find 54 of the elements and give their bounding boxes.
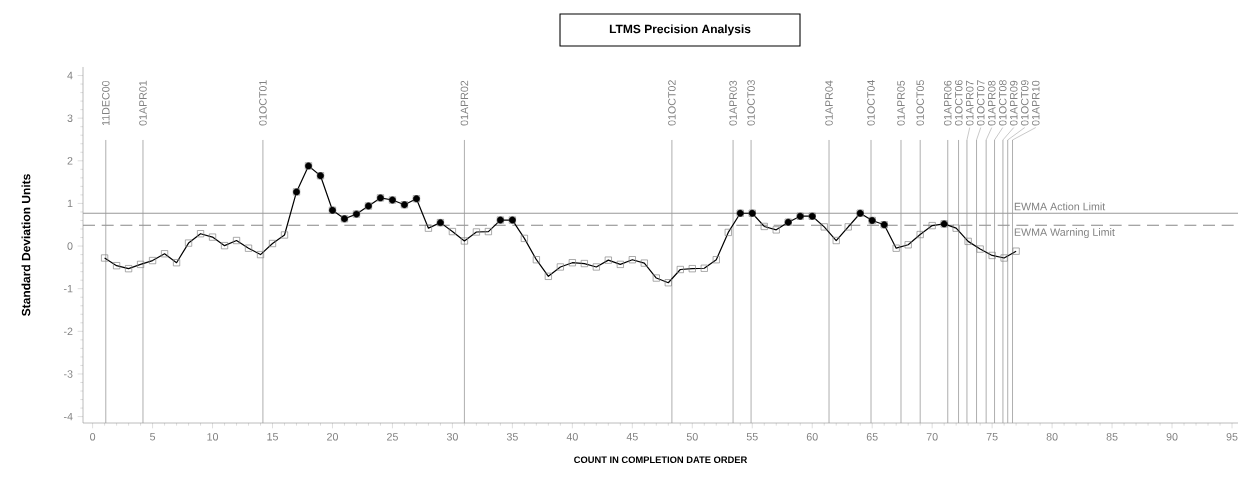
ref-line-label: 01OCT07 [976, 80, 985, 126]
ref-line-label: 01APR05 [897, 80, 905, 126]
x-tick-label: 40 [566, 433, 578, 441]
y-tick-label: -4 [63, 412, 73, 421]
x-tick-label: 0 [90, 433, 96, 441]
y-tick-label: 3 [67, 114, 73, 122]
x-tick-label: 45 [626, 433, 638, 441]
x-tick-label: 65 [866, 433, 878, 441]
ref-line-label: 01OCT05 [916, 80, 924, 126]
ref-line-label: 11DEC00 [102, 80, 110, 126]
x-tick-label: 90 [1166, 433, 1178, 441]
chart-title: LTMS Precision Analysis [609, 24, 751, 36]
y-axis-title: Standard Deviation Units [21, 174, 31, 316]
x-tick-label: 85 [1106, 433, 1118, 441]
ref-line-label: 01APR09 [1009, 80, 1018, 126]
x-tick-label: 25 [387, 433, 398, 441]
ref-line-label: 01APR03 [729, 80, 737, 126]
ref-line-label: 01APR01 [139, 80, 147, 126]
ref-line-label: 01OCT08 [998, 80, 1007, 126]
ref-line-label: 01APR10 [1031, 80, 1040, 126]
ref-line-label: 01OCT06 [954, 80, 963, 126]
ref-line-label: 01OCT03 [747, 80, 755, 126]
ref-line-label: 01OCT04 [867, 79, 875, 126]
x-tick-label: 10 [207, 433, 219, 441]
ref-line-label: 01OCT02 [668, 80, 676, 126]
x-tick-label: 50 [686, 433, 698, 441]
x-tick-label: 5 [150, 433, 156, 441]
ref-line-label: 01APR07 [965, 80, 974, 126]
y-tick-label: -1 [63, 285, 73, 293]
ref-line-label: 01APR02 [460, 80, 469, 126]
y-tick-label: 2 [67, 157, 73, 165]
ref-line-label: 01OCT01 [259, 80, 267, 126]
y-tick-label: -2 [63, 327, 73, 336]
x-tick-label: 30 [446, 433, 458, 441]
x-tick-label: 95 [1226, 433, 1238, 441]
ref-line-label: 01OCT09 [1020, 80, 1029, 126]
x-tick-label: 35 [506, 433, 518, 441]
x-axis-title: COUNT IN COMPLETION DATE ORDER [574, 456, 748, 464]
x-tick-label: 15 [267, 433, 278, 441]
x-tick-label: 70 [926, 433, 938, 441]
y-tick-label: 4 [67, 71, 73, 80]
x-tick-label: 80 [1046, 433, 1058, 441]
ref-line-label: EWMA Warning Limit [1014, 228, 1115, 239]
x-tick-label: 55 [746, 433, 758, 441]
ref-line-label: 01APR06 [943, 80, 952, 126]
x-tick-label: 20 [327, 433, 338, 441]
ref-line-label: EWMA Action Limit [1014, 202, 1106, 211]
x-tick-label: 60 [806, 433, 818, 441]
ref-line-label: 01APR04 [825, 80, 833, 126]
y-tick-label: 1 [67, 199, 73, 208]
ref-line-label: 01APR08 [987, 80, 996, 126]
y-tick-label: 0 [67, 242, 73, 250]
y-tick-label: -3 [63, 370, 73, 378]
x-tick-label: 75 [986, 433, 998, 441]
